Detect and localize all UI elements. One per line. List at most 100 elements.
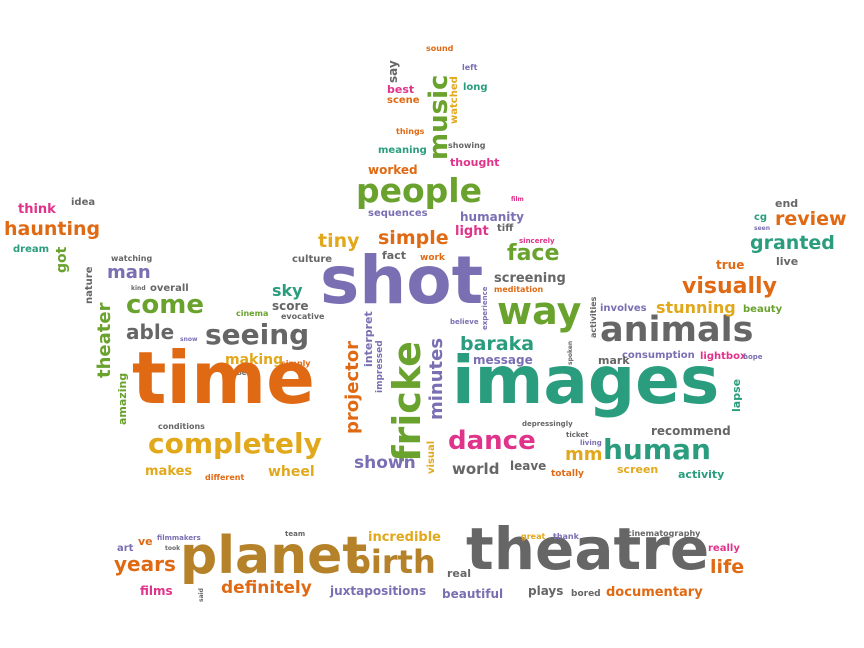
word: years bbox=[114, 552, 176, 576]
word: showing bbox=[448, 141, 486, 150]
word: experience bbox=[481, 286, 489, 330]
word: making bbox=[225, 352, 284, 368]
word: way bbox=[497, 289, 582, 333]
word: granted bbox=[750, 232, 835, 254]
word: best bbox=[387, 83, 415, 96]
word: long bbox=[463, 82, 488, 93]
word: life bbox=[710, 556, 745, 578]
word: theater bbox=[94, 302, 115, 378]
word: human bbox=[603, 433, 711, 466]
word: real bbox=[447, 567, 472, 580]
word: took bbox=[165, 545, 181, 552]
word: believe bbox=[450, 318, 479, 326]
word: plays bbox=[528, 584, 564, 598]
word: screen bbox=[617, 463, 659, 476]
word: stunning bbox=[656, 298, 736, 317]
word: projector bbox=[342, 340, 363, 434]
word: theatre bbox=[466, 515, 710, 583]
word: people bbox=[356, 171, 482, 210]
word: juxtapositions bbox=[330, 584, 427, 598]
word: sky bbox=[272, 281, 303, 300]
word: scene bbox=[387, 95, 420, 106]
word: meditation bbox=[494, 285, 544, 294]
word: filmmakers bbox=[157, 534, 201, 542]
word: leave bbox=[510, 459, 547, 473]
word: able bbox=[126, 320, 175, 344]
word: makes bbox=[145, 464, 193, 479]
word: beauty bbox=[743, 304, 783, 315]
word: wheel bbox=[268, 464, 315, 480]
word: think bbox=[18, 202, 56, 217]
word: worked bbox=[368, 163, 418, 177]
word: birth bbox=[348, 543, 436, 581]
word: tiff bbox=[497, 223, 514, 234]
word: cinematography bbox=[627, 529, 701, 538]
word: baraka bbox=[460, 333, 535, 355]
word: cg bbox=[754, 212, 768, 223]
word: completely bbox=[148, 427, 322, 460]
word: visually bbox=[682, 274, 777, 299]
word: conditions bbox=[158, 422, 205, 431]
word: different bbox=[205, 473, 245, 482]
word: seen bbox=[754, 225, 770, 232]
word: seeing bbox=[205, 318, 310, 351]
word: end bbox=[775, 197, 799, 210]
word: haunting bbox=[4, 218, 101, 240]
word: bored bbox=[571, 589, 601, 599]
word: mark bbox=[598, 354, 630, 367]
word: world bbox=[452, 460, 500, 478]
word: incredible bbox=[368, 530, 441, 545]
word: simple bbox=[378, 227, 449, 249]
word: come bbox=[126, 290, 204, 320]
word: really bbox=[708, 543, 740, 554]
word: images bbox=[452, 342, 720, 419]
word: left bbox=[462, 63, 478, 72]
word: planet bbox=[180, 526, 368, 586]
word: definitely bbox=[221, 578, 312, 598]
word: ve bbox=[138, 535, 153, 548]
word: sequences bbox=[368, 208, 428, 219]
word: fricke bbox=[385, 341, 429, 462]
word: activity bbox=[678, 468, 725, 481]
word: live bbox=[776, 255, 799, 268]
word: thank bbox=[553, 532, 579, 541]
word: snow bbox=[180, 336, 198, 343]
word: idea bbox=[71, 197, 96, 208]
word: lightbox bbox=[700, 351, 747, 362]
word: recommend bbox=[651, 424, 731, 438]
word: review bbox=[775, 208, 847, 230]
word: score bbox=[272, 299, 309, 313]
word: face bbox=[507, 241, 560, 266]
word: work bbox=[420, 253, 445, 263]
word: culture bbox=[292, 254, 333, 265]
word: overall bbox=[150, 283, 189, 294]
word: simply bbox=[281, 359, 311, 368]
word: nature bbox=[84, 266, 95, 304]
word: totally bbox=[551, 469, 584, 479]
word: animals bbox=[600, 310, 754, 350]
word: dream bbox=[13, 244, 50, 255]
word: message bbox=[473, 353, 533, 367]
word: lapse bbox=[730, 378, 743, 412]
word: got bbox=[54, 246, 70, 273]
word: sincerely bbox=[519, 237, 555, 245]
word: shown bbox=[354, 453, 416, 473]
word: said bbox=[198, 588, 205, 602]
word: meaning bbox=[378, 145, 427, 156]
word: consumption bbox=[622, 350, 695, 361]
word: living bbox=[580, 439, 602, 447]
word: visual bbox=[426, 440, 437, 474]
word: minutes bbox=[426, 337, 447, 420]
word: beautiful bbox=[442, 587, 504, 601]
word: dance bbox=[448, 426, 536, 456]
word: humanity bbox=[460, 210, 524, 224]
word: fact bbox=[382, 249, 406, 262]
word: art bbox=[117, 543, 134, 554]
word: kind bbox=[131, 285, 146, 292]
word: tiny bbox=[318, 230, 360, 252]
word: involves bbox=[600, 303, 647, 314]
word: amazing bbox=[116, 372, 129, 425]
word: depressingly bbox=[522, 420, 573, 428]
word: light bbox=[455, 224, 489, 239]
